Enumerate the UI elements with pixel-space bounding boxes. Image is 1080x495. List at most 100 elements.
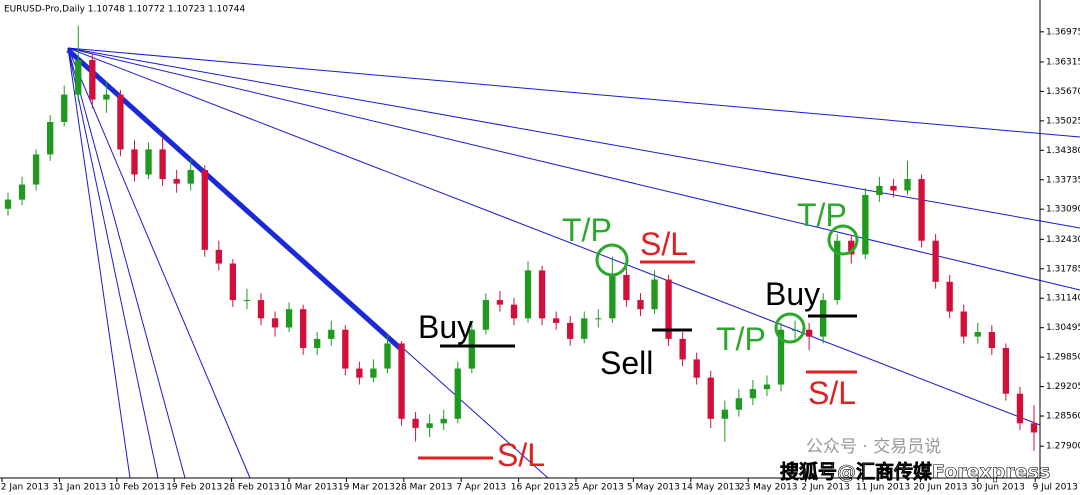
candle-body [187, 169, 194, 184]
x-tick-label: 10 Mar 2013 [280, 483, 337, 493]
candle-body [524, 270, 532, 319]
candle-body [131, 149, 138, 175]
candle-body [707, 377, 714, 419]
candle-body [89, 59, 96, 100]
candle-body [960, 311, 967, 337]
candle-body [201, 169, 208, 250]
candle-body [18, 184, 26, 200]
y-tick-label: 1.33090 [1046, 205, 1080, 215]
y-tick-label: 1.30495 [1046, 323, 1080, 333]
x-tick-label: 23 May 2013 [739, 483, 798, 493]
candle-body [342, 329, 349, 369]
x-tick-label: 11 Jun 2013 [856, 483, 910, 493]
candle-body [426, 423, 433, 428]
candle-body [609, 274, 616, 319]
y-tick-label: 1.36315 [1046, 57, 1080, 67]
candle-body [32, 154, 40, 185]
candles [4, 25, 1038, 451]
annotation: T/P [797, 197, 847, 233]
x-tick-label: 19 Mar 2013 [338, 483, 395, 493]
x-tick-label: 20 Jun 2013 [913, 483, 967, 493]
candle-body [595, 318, 602, 320]
candle-body [623, 274, 630, 301]
fan-line [67, 47, 1041, 426]
candle-body [356, 368, 363, 378]
y-tick-label: 1.34380 [1046, 146, 1080, 156]
fan-lines [66, 47, 1080, 479]
annotation: S/L [640, 226, 688, 262]
candle-body [215, 249, 222, 264]
candle-body [440, 418, 447, 424]
y-tick-label: 1.35670 [1046, 87, 1080, 97]
candle-body [988, 332, 995, 349]
annotation: Sell [600, 345, 653, 381]
fan-line [67, 47, 131, 479]
candle-body [173, 179, 180, 184]
candle-body [4, 199, 12, 209]
fan-line [67, 47, 1080, 291]
y-tick-label: 1.29850 [1046, 353, 1080, 363]
candle-body [791, 329, 799, 331]
candle-body [805, 329, 813, 337]
x-tick-label: 22 Jan 2013 [0, 483, 49, 493]
tp-circle [595, 243, 629, 277]
candle-body [496, 300, 504, 305]
annotation: S/L [497, 437, 545, 473]
y-tick-label: 1.27900 [1046, 442, 1080, 452]
candle-body [651, 279, 658, 310]
annotation: T/P [716, 321, 766, 357]
candle-body [538, 270, 546, 319]
annotation: T/P [562, 212, 612, 248]
candle-body [328, 329, 335, 339]
candle-body [777, 329, 785, 385]
candle-body [1016, 393, 1024, 424]
x-tick-label: 7 Apr 2013 [456, 483, 506, 493]
x-tick-label: 19 Feb 2013 [166, 483, 222, 493]
candle-body [468, 329, 475, 369]
candle-body [510, 304, 518, 319]
annotation: Buy [418, 309, 473, 345]
candle-body [552, 318, 560, 323]
candle-body [848, 240, 855, 255]
candle-body [974, 332, 981, 337]
fan-line [67, 47, 159, 479]
candle-body [932, 240, 939, 282]
candle-body [257, 300, 265, 319]
y-tick-label: 1.28560 [1046, 412, 1080, 422]
x-tick-label: 14 May 2013 [681, 483, 740, 493]
candle-body [370, 368, 377, 378]
y-tick-label: 1.31140 [1046, 294, 1080, 304]
candle-body [735, 398, 743, 410]
x-tick-label: 9 Jul 2013 [1033, 483, 1078, 493]
candle-body [117, 94, 124, 150]
candle-body [820, 300, 827, 337]
x-tick-label: 25 Apr 2013 [568, 483, 624, 493]
candle-body [61, 94, 68, 122]
levels [418, 224, 859, 460]
trend-line [66, 48, 404, 352]
candle-body [47, 121, 54, 155]
candle-body [285, 309, 293, 328]
y-tick-label: 1.31785 [1046, 264, 1080, 274]
candle-body [679, 338, 686, 360]
candle-body [229, 263, 237, 301]
fan-line [67, 47, 1080, 138]
x-tick-label: 31 Jan 2013 [52, 483, 106, 493]
fan-line [67, 47, 251, 479]
x-tick-label: 2 Jun 2013 [801, 483, 849, 493]
candle-body [567, 322, 574, 339]
candle-body [876, 185, 883, 196]
candle-body [693, 359, 700, 378]
candle-body [581, 318, 588, 339]
fan-line [67, 47, 1080, 229]
y-tick-label: 1.32430 [1046, 235, 1080, 245]
candle-body [398, 343, 405, 419]
watermark: 公众号 · 交易员说 [806, 437, 941, 457]
candle-body [665, 279, 672, 339]
candle-body [749, 389, 757, 399]
watermark: 搜狐号@汇商传媒Forexpress [780, 460, 1050, 483]
x-tick-label: 10 Feb 2013 [109, 483, 165, 493]
candle-body [763, 384, 771, 390]
tp-circle [827, 224, 859, 256]
